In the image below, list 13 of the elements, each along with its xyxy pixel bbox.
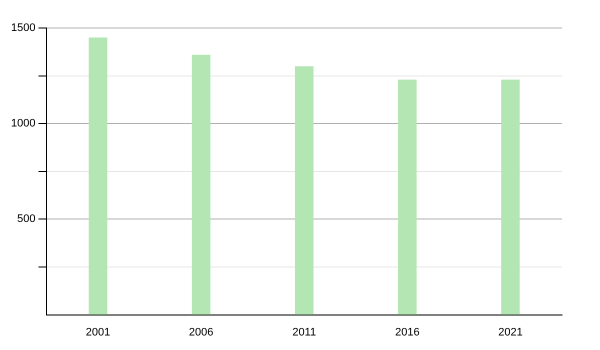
x-tick-label: 2001: [86, 326, 110, 338]
bar: [192, 54, 210, 315]
x-tick-label: 2011: [292, 326, 316, 338]
x-tick-label: 2021: [498, 326, 523, 338]
bar: [88, 38, 108, 315]
x-tick-label: 2006: [188, 326, 214, 338]
y-tick-label: 1000: [10, 118, 36, 130]
y-tick-label: 500: [17, 213, 36, 226]
y-tick-label: 1500: [10, 22, 36, 34]
bar: [294, 66, 314, 315]
bar: [398, 80, 417, 315]
bar: [501, 80, 520, 315]
x-tick-label: 2016: [395, 326, 420, 338]
